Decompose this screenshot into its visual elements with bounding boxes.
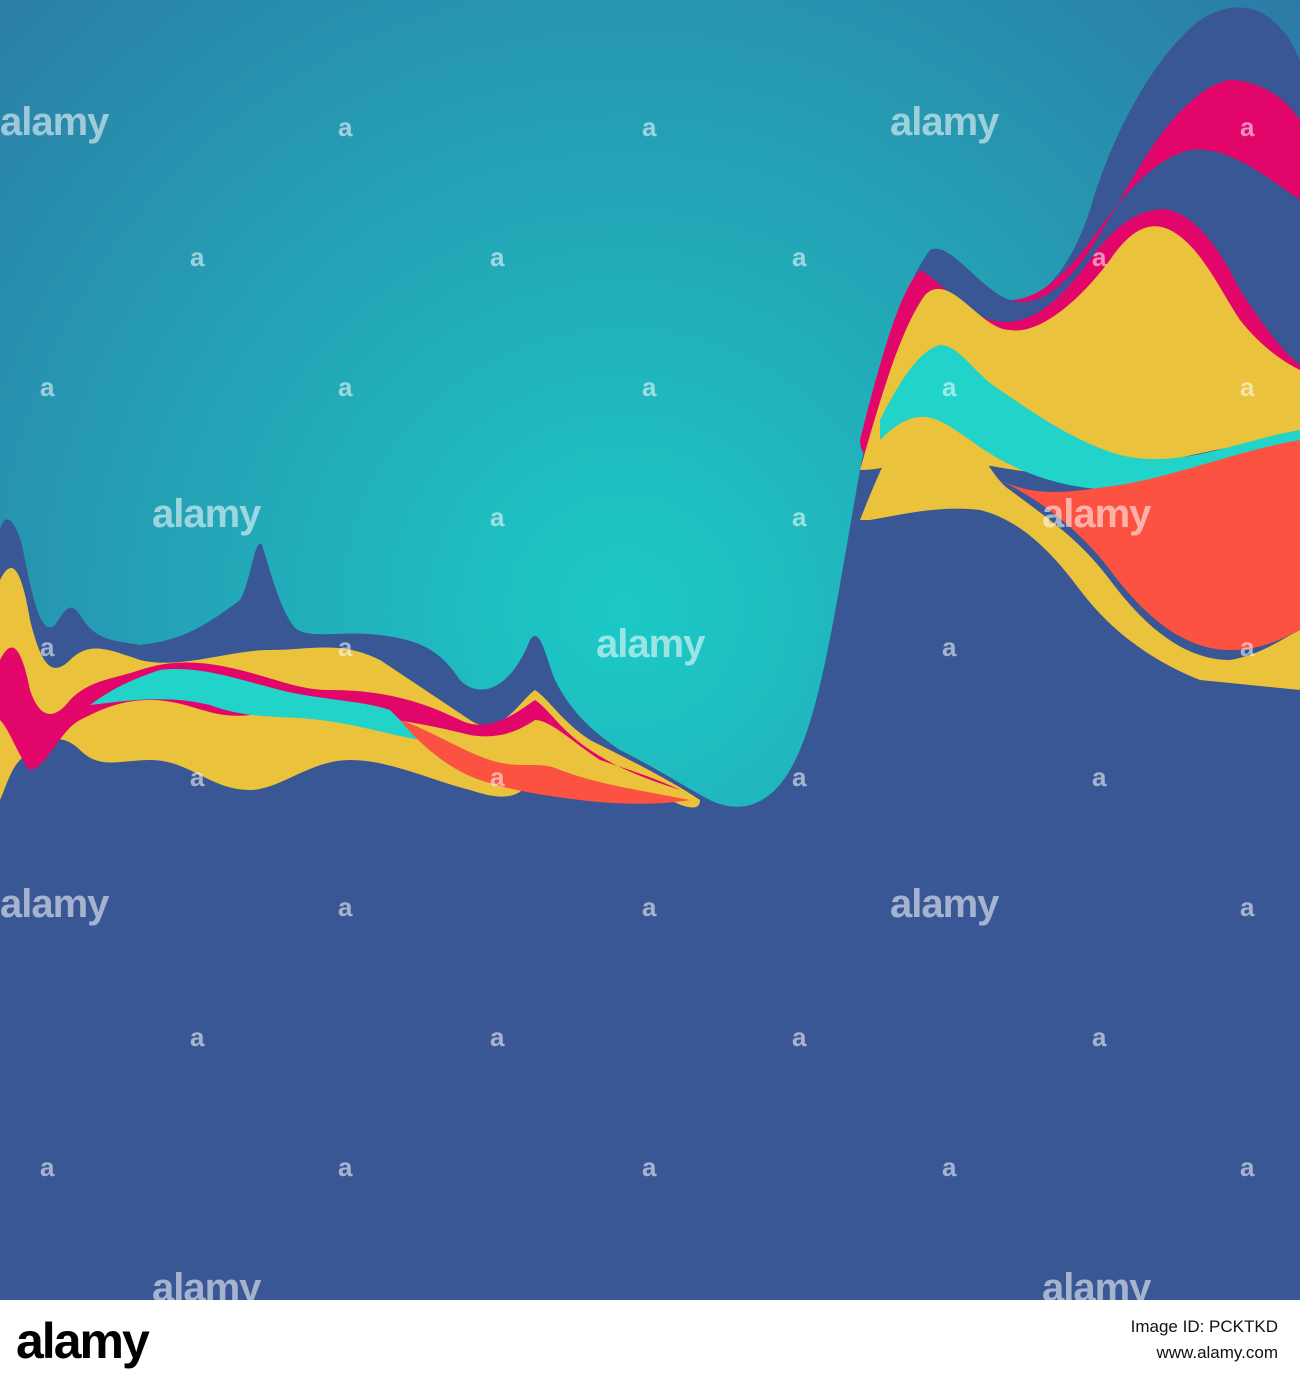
footer-meta: Image ID: PCKTKD www.alamy.com	[1131, 1314, 1278, 1366]
left-cluster-turquoise	[90, 669, 420, 740]
main-turquoise-layer	[880, 345, 1300, 490]
main-coral-block	[1000, 440, 1300, 650]
abstract-wave-artwork	[0, 0, 1300, 1300]
left-cluster-yellow	[0, 568, 700, 808]
site-url: www.alamy.com	[1156, 1343, 1278, 1362]
left-cluster-navy	[0, 779, 720, 870]
alamy-logo: alamy	[16, 1313, 150, 1369]
left-cluster-coral	[400, 720, 690, 804]
stock-footer-bar: alamy Image ID: PCKTKD www.alamy.com	[0, 1300, 1300, 1390]
image-id-label: Image ID: PCKTKD	[1130, 1317, 1278, 1336]
